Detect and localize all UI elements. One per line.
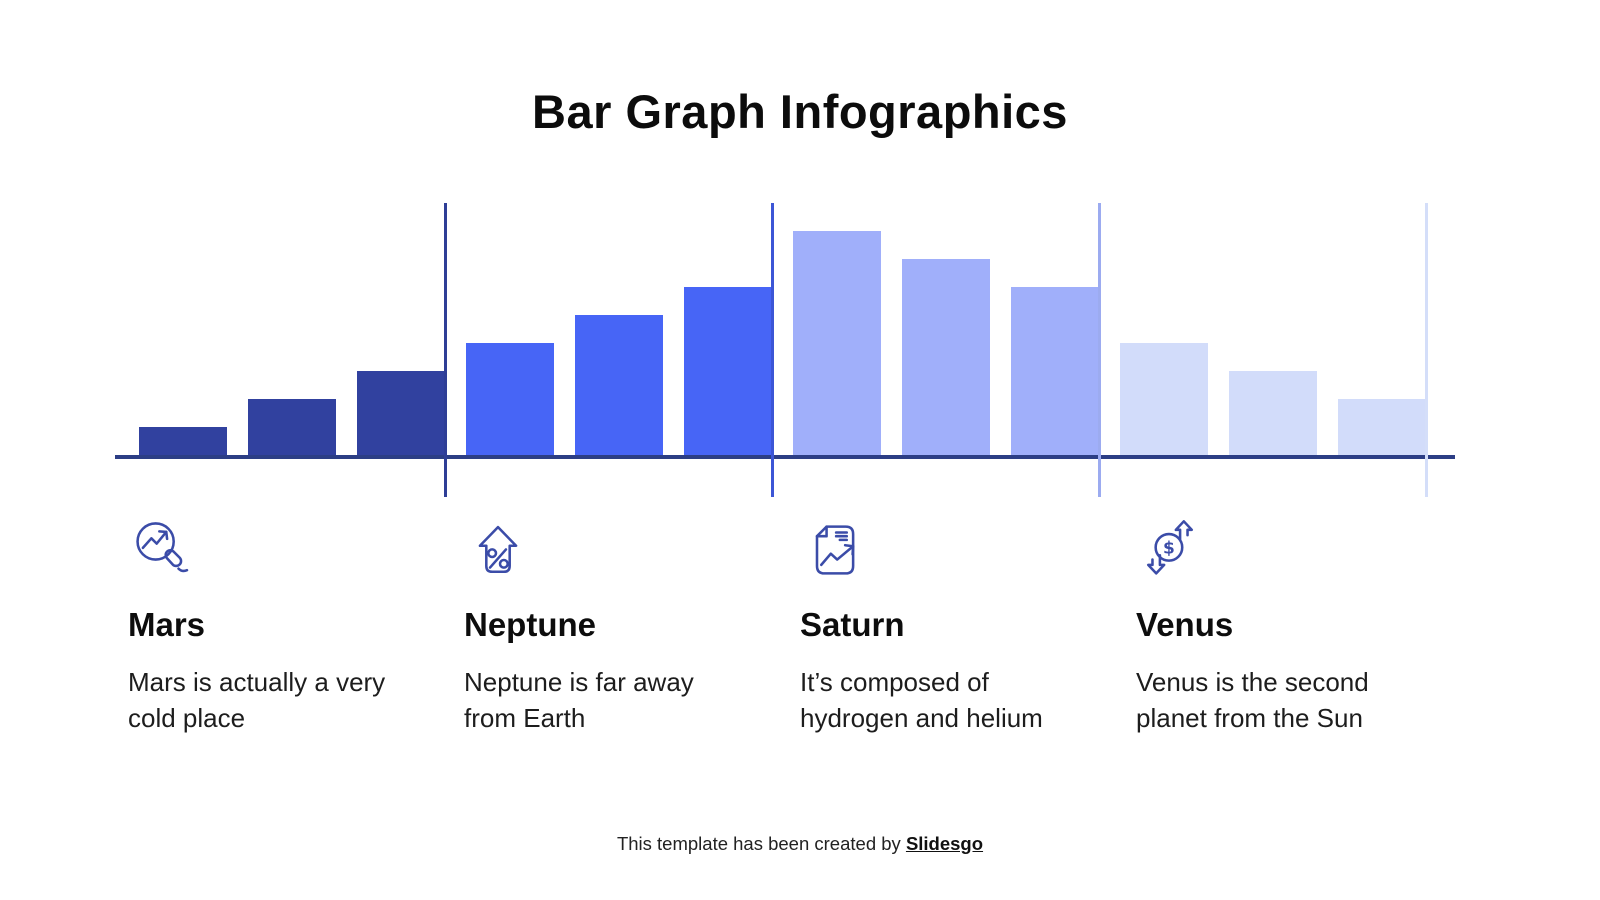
- section-neptune: Neptune Neptune is far away from Earth: [464, 516, 800, 736]
- bar-saturn-1: [793, 231, 881, 455]
- section-mars: Mars Mars is actually a very cold place: [128, 516, 464, 736]
- section-venus: $ Venus Venus is the second planet from …: [1136, 516, 1472, 736]
- section-heading: Mars: [128, 606, 206, 643]
- document-trend-icon: [800, 516, 1108, 584]
- page-title: Bar Graph Infographics: [532, 85, 1068, 138]
- group-divider-saturn: [1098, 203, 1101, 497]
- section-heading: Saturn: [800, 606, 905, 643]
- bar-neptune-3: [684, 287, 772, 455]
- group-divider-neptune: [771, 203, 774, 497]
- arrow-house-percent-icon: [464, 516, 772, 584]
- slidesgo-link[interactable]: Slidesgo: [905, 833, 984, 854]
- bar-venus-2: [1229, 371, 1317, 455]
- bar-neptune-1: [466, 343, 554, 455]
- bar-chart: [115, 203, 1455, 497]
- bar-saturn-2: [902, 259, 990, 455]
- section-heading: Venus: [1136, 606, 1234, 643]
- bar-mars-2: [248, 399, 336, 455]
- group-divider-venus: [1425, 203, 1428, 497]
- svg-text:$: $: [1163, 539, 1175, 559]
- legend-sections: Mars Mars is actually a very cold place …: [128, 516, 1472, 736]
- bar-mars-1: [139, 427, 227, 455]
- chart-baseline: [115, 455, 1455, 459]
- section-description: Mars is actually a very cold place: [128, 667, 386, 733]
- section-description: Venus is the second planet from the Sun: [1136, 667, 1369, 733]
- bar-mars-3: [357, 371, 445, 455]
- group-divider-mars: [444, 203, 447, 497]
- section-description: It’s composed of hydrogen and helium: [800, 667, 1043, 733]
- bar-saturn-3: [1011, 287, 1099, 455]
- section-description: Neptune is far away from Earth: [464, 667, 694, 733]
- bar-neptune-2: [575, 315, 663, 455]
- footer: This template has been created by Slides…: [0, 833, 1600, 855]
- dollar-exchange-icon: $: [1136, 516, 1444, 584]
- section-heading: Neptune: [464, 606, 596, 643]
- bar-venus-3: [1338, 399, 1426, 455]
- magnifier-trend-icon: [128, 516, 436, 584]
- section-saturn: Saturn It’s composed of hydrogen and hel…: [800, 516, 1136, 736]
- bar-venus-1: [1120, 343, 1208, 455]
- footer-text: This template has been created by: [616, 833, 906, 854]
